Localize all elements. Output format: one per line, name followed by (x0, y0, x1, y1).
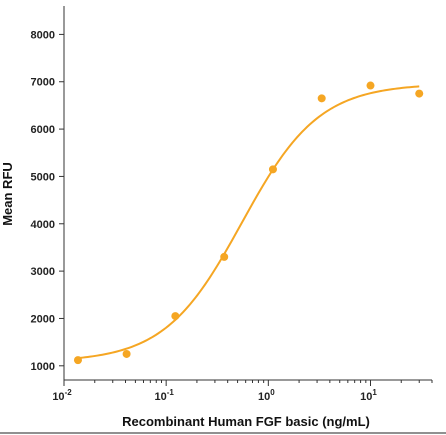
data-point (73, 356, 82, 365)
y-ticks: 1000 2000 3000 4000 5000 6000 7000 8000 (31, 29, 64, 373)
y-tick-label: 1000 (31, 361, 55, 373)
x-tick-label: 101 (360, 388, 377, 403)
axes (63, 6, 432, 381)
y-tick-label: 2000 (31, 313, 55, 325)
y-axis-title: Mean RFU (0, 162, 15, 226)
data-point (171, 312, 180, 321)
x-ticks: 10-2 10-1 100 101 (52, 380, 433, 403)
fit-curve (77, 85, 420, 360)
data-point (122, 349, 131, 358)
x-axis-title: Recombinant Human FGF basic (ng/mL) (122, 414, 370, 429)
x-tick-label: 100 (258, 388, 275, 403)
data-point (366, 81, 375, 90)
y-tick-label: 4000 (31, 219, 55, 231)
data-points (73, 81, 424, 365)
y-tick-label: 6000 (31, 124, 55, 136)
data-point (415, 89, 424, 98)
y-tick-label: 5000 (31, 171, 55, 183)
data-point (317, 94, 326, 103)
data-point (268, 165, 277, 174)
x-tick-label: 10-1 (154, 388, 174, 403)
data-point (220, 252, 229, 261)
y-tick-label: 8000 (31, 29, 55, 41)
y-tick-label: 3000 (31, 266, 55, 278)
y-tick-label: 7000 (31, 77, 55, 89)
x-tick-label: 10-2 (52, 388, 72, 403)
